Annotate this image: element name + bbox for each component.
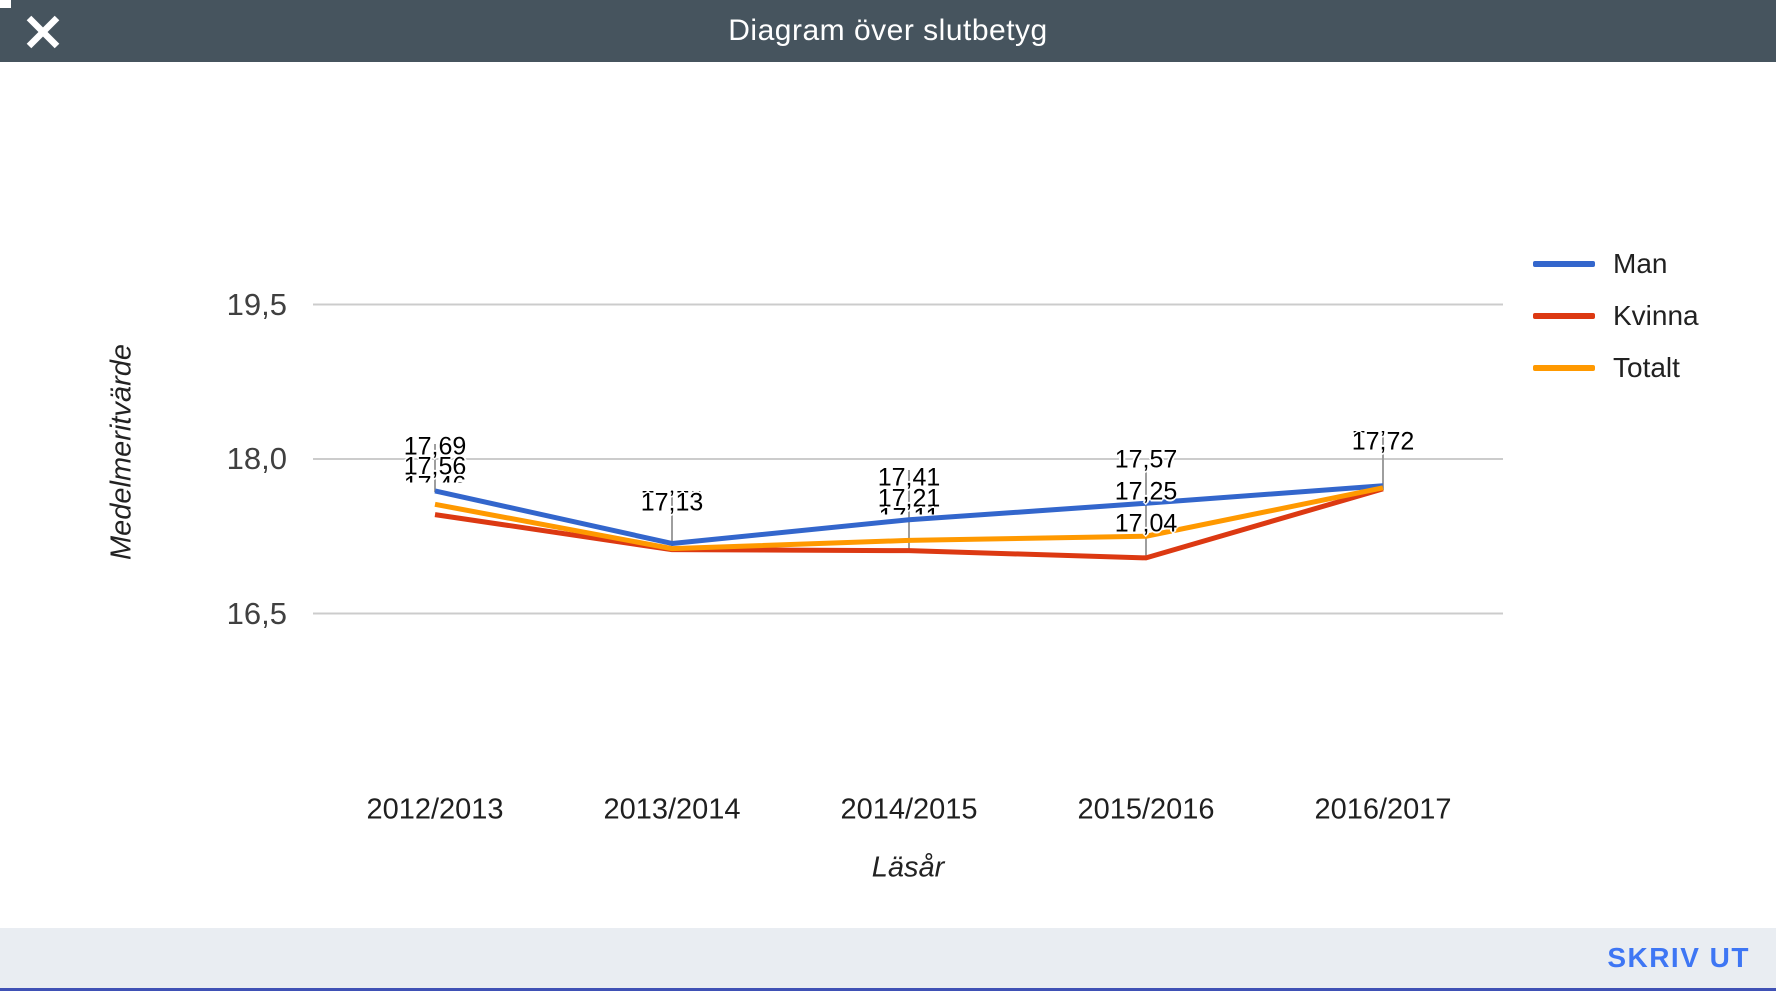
corner-notch — [0, 0, 11, 8]
legend-item-man: Man — [1533, 248, 1699, 280]
data-label-kvinna: 17,46 — [403, 471, 467, 500]
data-label-totalt: 17,13 — [640, 488, 704, 517]
data-label-totalt: 17,25 — [1114, 477, 1178, 506]
data-label-man: 17,74 — [1351, 410, 1415, 439]
close-button[interactable] — [20, 9, 66, 55]
dialog-footer: SKRIV UT — [0, 928, 1776, 988]
data-label-kvinna: 17,04 — [1114, 509, 1178, 538]
x-tick-label: 2014/2015 — [840, 793, 978, 826]
x-tick-label: 2012/2013 — [366, 793, 504, 826]
series-line-man — [434, 483, 1384, 546]
x-axis-title: Läsår — [871, 851, 945, 884]
data-label-kvinna: 17,11 — [878, 503, 940, 532]
data-label-totalt: 17,72 — [1351, 427, 1415, 456]
data-label-man: 17,18 — [640, 470, 704, 499]
legend-swatch-kvinna — [1533, 313, 1595, 319]
close-icon — [26, 15, 60, 49]
legend-label: Man — [1613, 248, 1668, 279]
data-label-man: 17,57 — [1114, 445, 1178, 474]
x-tick-label: 2015/2016 — [1077, 793, 1215, 826]
y-tick-label: 16,5 — [226, 595, 287, 631]
data-label-totalt: 17,56 — [403, 452, 467, 481]
chart-legend: Man Kvinna Totalt — [1533, 248, 1699, 404]
y-tick-label: 18,0 — [226, 441, 287, 476]
data-label-totalt: 17,21 — [877, 484, 941, 513]
legend-label: Totalt — [1613, 352, 1680, 383]
series-line-kvinna — [434, 486, 1384, 561]
bottom-strip — [0, 988, 1776, 991]
legend-swatch-totalt — [1533, 365, 1595, 371]
data-label-man: 17,69 — [403, 432, 467, 461]
legend-label: Kvinna — [1613, 300, 1699, 331]
x-tick-label: 2013/2014 — [603, 793, 741, 826]
y-tick-label: 19,5 — [226, 286, 287, 322]
dialog-title: Diagram över slutbetyg — [728, 14, 1048, 47]
series-line-totalt — [434, 485, 1384, 552]
legend-item-kvinna: Kvinna — [1533, 300, 1699, 332]
legend-swatch-man — [1533, 261, 1595, 267]
y-axis-title: Medelmeritvärde — [105, 344, 138, 560]
x-tick-label: 2016/2017 — [1314, 793, 1452, 826]
print-button[interactable]: SKRIV UT — [1607, 942, 1750, 973]
data-label-man: 17,41 — [877, 463, 941, 492]
dialog-header: Diagram över slutbetyg — [0, 0, 1776, 62]
legend-item-totalt: Totalt — [1533, 352, 1699, 384]
